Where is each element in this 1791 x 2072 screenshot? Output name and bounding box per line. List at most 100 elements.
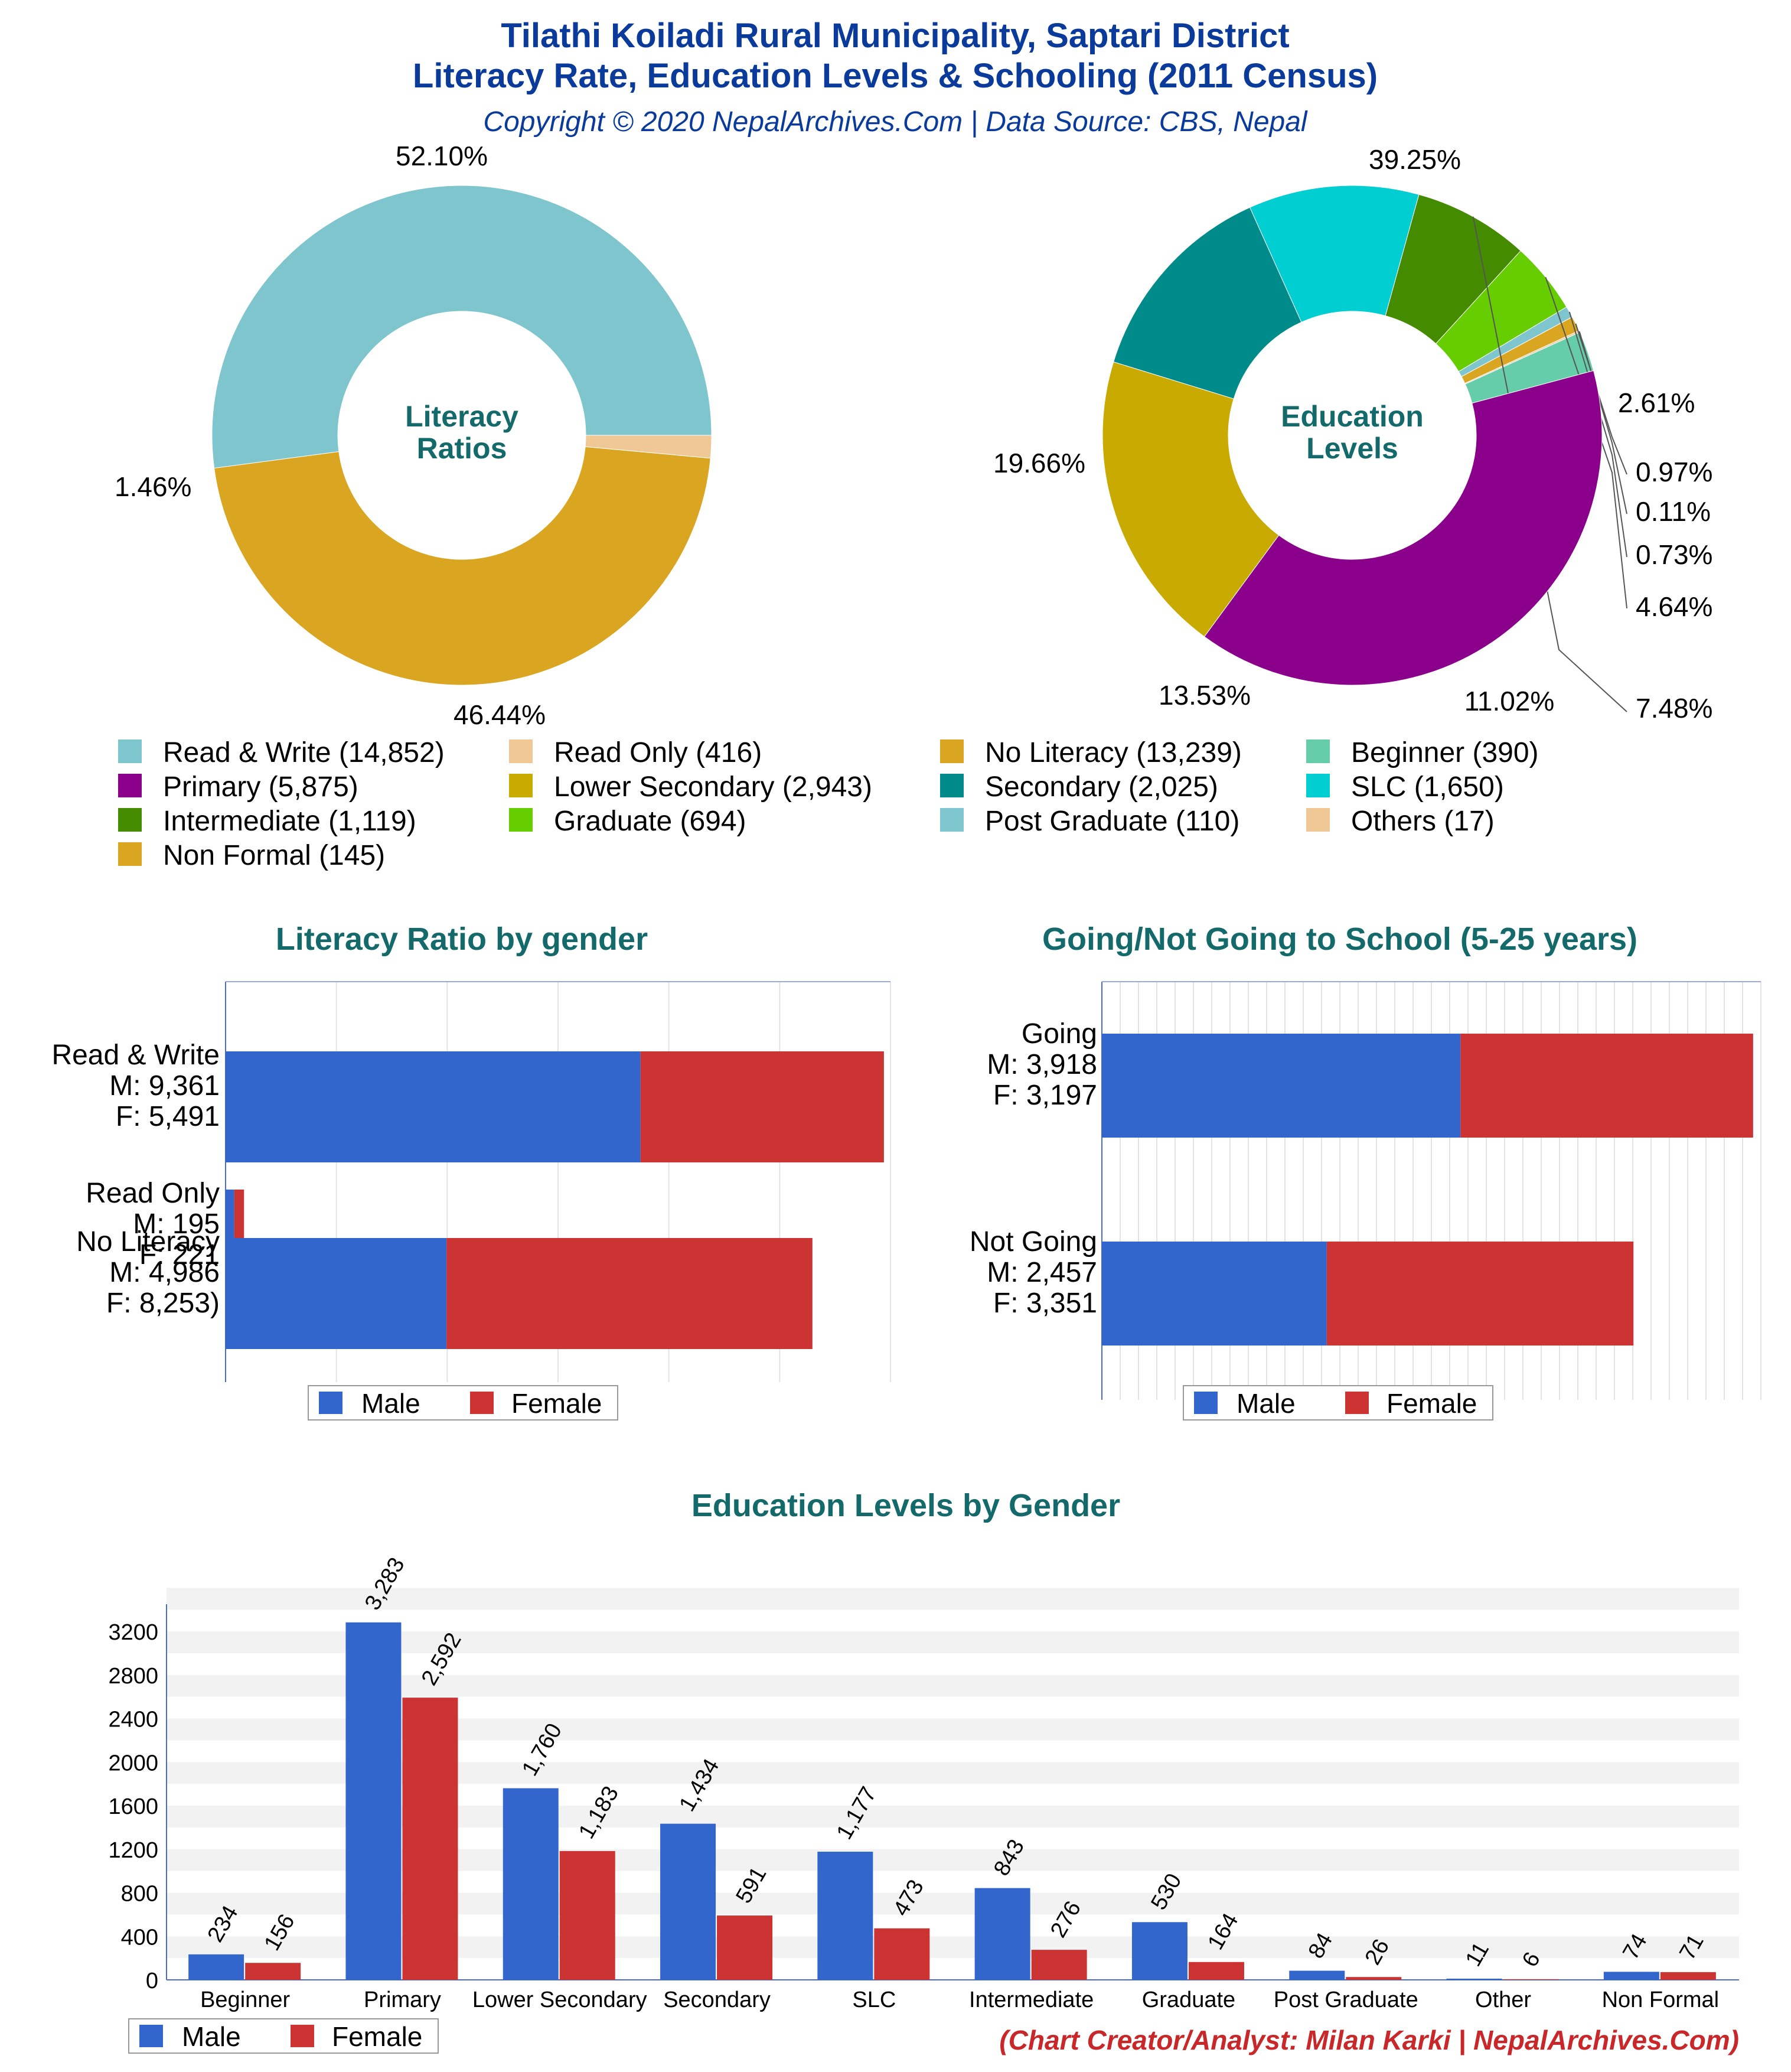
bar-male: [1289, 1970, 1345, 1980]
legend-school: Male Female: [1183, 1385, 1493, 1421]
page-subtitle: Copyright © 2020 NepalArchives.Com | Dat…: [483, 106, 1307, 138]
bar-value-label: 74: [1618, 1930, 1652, 1964]
legend-item-label: Primary (5,875): [163, 771, 358, 803]
grid-band: [167, 1674, 1739, 1697]
donut-pct-label: 7.48%: [1636, 693, 1712, 724]
category-label: F: 3,197: [993, 1080, 1097, 1111]
bar-male: [1446, 1978, 1502, 1980]
x-category-label: Non Formal: [1602, 1988, 1720, 2012]
legend-swatch: [940, 774, 964, 797]
bar-male: [1102, 1034, 1461, 1138]
bar-male: [188, 1954, 244, 1980]
x-category-label: Intermediate: [969, 1988, 1094, 2012]
category-label: M: 3,918: [987, 1049, 1097, 1080]
y-tick-label: 800: [121, 1882, 158, 1907]
top-legend: Read & Write (14,852) Read Only (416) No L…: [118, 737, 1539, 871]
category-label: Read Only: [86, 1178, 220, 1209]
legend-item-label: SLC (1,650): [1351, 771, 1504, 803]
donut-pct-label: 0.97%: [1636, 457, 1712, 487]
legend-item-label: Beginner (390): [1351, 737, 1539, 768]
category-label: Not Going: [970, 1226, 1097, 1257]
education-donut-center-line2: Levels: [1306, 432, 1398, 465]
category-label: F: 221: [139, 1239, 220, 1270]
donut-pct-label: 0.73%: [1636, 539, 1712, 570]
x-category-label: Post Graduate: [1274, 1988, 1418, 2012]
legend-swatch: [940, 739, 964, 763]
donut-slice-lower-secondary: [1102, 361, 1280, 637]
bar-female: [245, 1963, 301, 1980]
legend-swatch: [509, 739, 533, 763]
grid-band: [167, 1631, 1739, 1653]
legend-swatch: [118, 774, 142, 797]
bar-female: [640, 1051, 884, 1162]
y-tick-label: 1600: [108, 1794, 158, 1819]
bar-male: [226, 1051, 641, 1162]
literacy-donut-center-line1: Literacy: [405, 400, 518, 433]
bar-male: [1131, 1922, 1188, 1980]
legend-swatch-female: [1345, 1392, 1369, 1414]
legend-label-female: Female: [511, 1388, 602, 1419]
donut-slice-secondary: [1113, 207, 1302, 399]
x-category-label: Beginner: [200, 1988, 290, 2012]
legend-swatch: [509, 774, 533, 797]
bar-male: [1603, 1972, 1659, 1980]
leader-line: [1545, 276, 1627, 609]
credit-line: (Chart Creator/Analyst: Milan Karki | Ne…: [999, 2025, 1739, 2055]
bar-value-label: 71: [1675, 1930, 1709, 1965]
legend-item-label: Read & Write (14,852): [163, 737, 445, 768]
bar-male: [974, 1888, 1030, 1980]
category-label: M: 9,361: [109, 1070, 220, 1102]
legend-label-female: Female: [1387, 1388, 1477, 1419]
legend-swatch: [1306, 808, 1330, 832]
x-category-label: Primary: [364, 1988, 441, 2012]
donut-slice-no-literacy: [214, 446, 711, 686]
legend-label-male: Male: [182, 2021, 241, 2052]
x-category-label: SLC: [852, 1988, 896, 2012]
legend-item-label: Post Graduate (110): [985, 806, 1239, 837]
x-category-label: Other: [1475, 1988, 1531, 2012]
category-label: F: 5,491: [116, 1101, 220, 1132]
bar-male: [1102, 1242, 1327, 1346]
x-category-label: Secondary: [663, 1988, 771, 2012]
legend-label-male: Male: [1237, 1388, 1296, 1419]
leader-line: [1575, 323, 1627, 475]
legend-swatch-female: [291, 2025, 314, 2047]
bar-male: [660, 1823, 716, 1980]
donut-pct-label: 2.61%: [1618, 387, 1695, 418]
legend-literacy-gender: Male Female: [308, 1385, 618, 1421]
category-label: M: 195: [133, 1208, 220, 1240]
bar-female: [559, 1851, 615, 1980]
donut-slice-read-only: [585, 435, 712, 459]
bar-female: [402, 1698, 458, 1980]
school-chart-title: Going/Not Going to School (5-25 years): [1042, 921, 1637, 957]
bar-female: [1660, 1972, 1716, 1980]
bar-female: [1031, 1950, 1087, 1980]
donut-pct-label: 46.44%: [454, 699, 546, 730]
legend-item-label: Secondary (2,025): [985, 771, 1218, 803]
legend-item-label: Others (17): [1351, 806, 1495, 837]
donut-slice-read-write: [211, 185, 712, 469]
bar-female: [1326, 1242, 1634, 1346]
legend-swatch: [118, 842, 142, 866]
legend-item-label: No Literacy (13,239): [985, 737, 1242, 768]
donut-pct-label: 39.25%: [1369, 144, 1461, 175]
legend-swatch: [940, 808, 964, 832]
legend-item-label: Graduate (694): [554, 806, 746, 837]
legend-item-label: Intermediate (1,119): [163, 806, 416, 837]
leader-line: [1568, 311, 1627, 558]
category-label: M: 2,457: [987, 1257, 1097, 1288]
education-gender-chart-title: Education Levels by Gender: [691, 1488, 1120, 1523]
legend-swatch-male: [139, 2025, 163, 2047]
donut-slice-slc: [1249, 185, 1420, 323]
literacy-ratios-donut: 52.10% 46.44% 1.46%: [115, 141, 712, 730]
legend-swatch-female: [470, 1392, 494, 1414]
education-levels-donut: 2.61% 0.11% 0.97% 0.73% 4.64% 7.48% 11.02% 13.5…: [993, 144, 1712, 724]
leader-line: [1472, 216, 1627, 712]
bar-female: [446, 1238, 813, 1349]
y-tick-label: 3200: [108, 1620, 158, 1645]
donut-slice-primary: [1203, 370, 1603, 686]
